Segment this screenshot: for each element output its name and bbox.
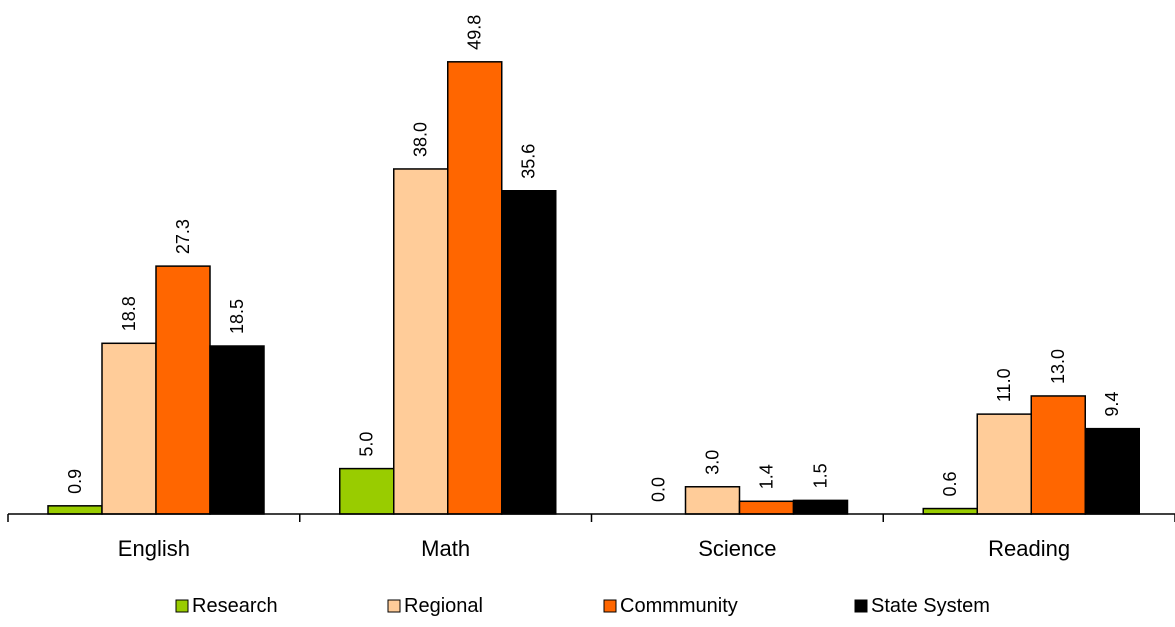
legend-swatch-research — [175, 599, 189, 613]
bar-english-commmunity — [155, 265, 211, 515]
bar-math-state-system — [501, 190, 557, 515]
value-label-math-regional: 38.0 — [411, 122, 431, 157]
category-label-english: English — [118, 536, 190, 561]
bar-reading-state-system — [1084, 427, 1140, 515]
category-label-math: Math — [421, 536, 470, 561]
bars-group — [47, 61, 1140, 515]
category-labels-group: English Math Science Reading — [118, 536, 1070, 561]
bar-english-state-system — [209, 345, 265, 515]
value-label-english-commmunity: 27.3 — [173, 219, 193, 254]
bar-math-commmunity — [447, 61, 503, 515]
legend-label-regional: Regional — [404, 595, 483, 617]
value-label-science-research: 0.0 — [649, 477, 669, 502]
value-label-math-commmunity: 49.8 — [465, 15, 485, 50]
x-axis — [7, 513, 1175, 522]
bar-math-research — [339, 467, 395, 515]
value-label-english-research: 0.9 — [65, 469, 85, 494]
bar-science-state-system — [792, 499, 849, 515]
legend-label-commmunity: Commmunity — [620, 595, 738, 617]
bar-math-regional — [393, 168, 449, 515]
bar-reading-research — [922, 507, 978, 515]
bar-reading-regional — [976, 413, 1032, 515]
bar-science-commmunity — [738, 500, 795, 515]
value-label-reading-regional: 11.0 — [994, 368, 1014, 402]
value-label-reading-commmunity: 13.0 — [1048, 349, 1068, 384]
legend-swatch-regional — [387, 599, 401, 613]
bar-reading-commmunity — [1030, 395, 1086, 515]
value-labels-group: 0.9 18.8 27.3 18.5 5.0 38.0 49.8 35.6 0.0 3.0 1.4 1… — [65, 15, 1122, 502]
value-label-math-research: 5.0 — [357, 432, 377, 457]
category-label-reading: Reading — [988, 536, 1070, 561]
value-label-math-state-system: 35.6 — [519, 144, 539, 179]
legend: Research Regional Commmunity State System — [175, 595, 990, 617]
value-label-science-state-system: 1.5 — [811, 463, 831, 488]
value-label-reading-state-system: 9.4 — [1102, 392, 1122, 417]
legend-swatch-state-system — [854, 599, 868, 613]
value-label-science-regional: 3.0 — [703, 450, 723, 475]
value-label-science-commmunity: 1.4 — [757, 464, 777, 489]
legend-label-research: Research — [192, 595, 278, 617]
legend-label-state-system: State System — [871, 595, 990, 617]
category-label-science: Science — [698, 536, 776, 561]
value-label-english-regional: 18.8 — [119, 296, 139, 331]
value-label-reading-research: 0.6 — [940, 472, 960, 497]
bar-science-regional — [684, 486, 741, 515]
bar-english-regional — [101, 342, 157, 515]
value-label-english-state-system: 18.5 — [227, 299, 247, 334]
bar-english-research — [47, 505, 103, 515]
legend-swatch-commmunity — [603, 599, 617, 613]
